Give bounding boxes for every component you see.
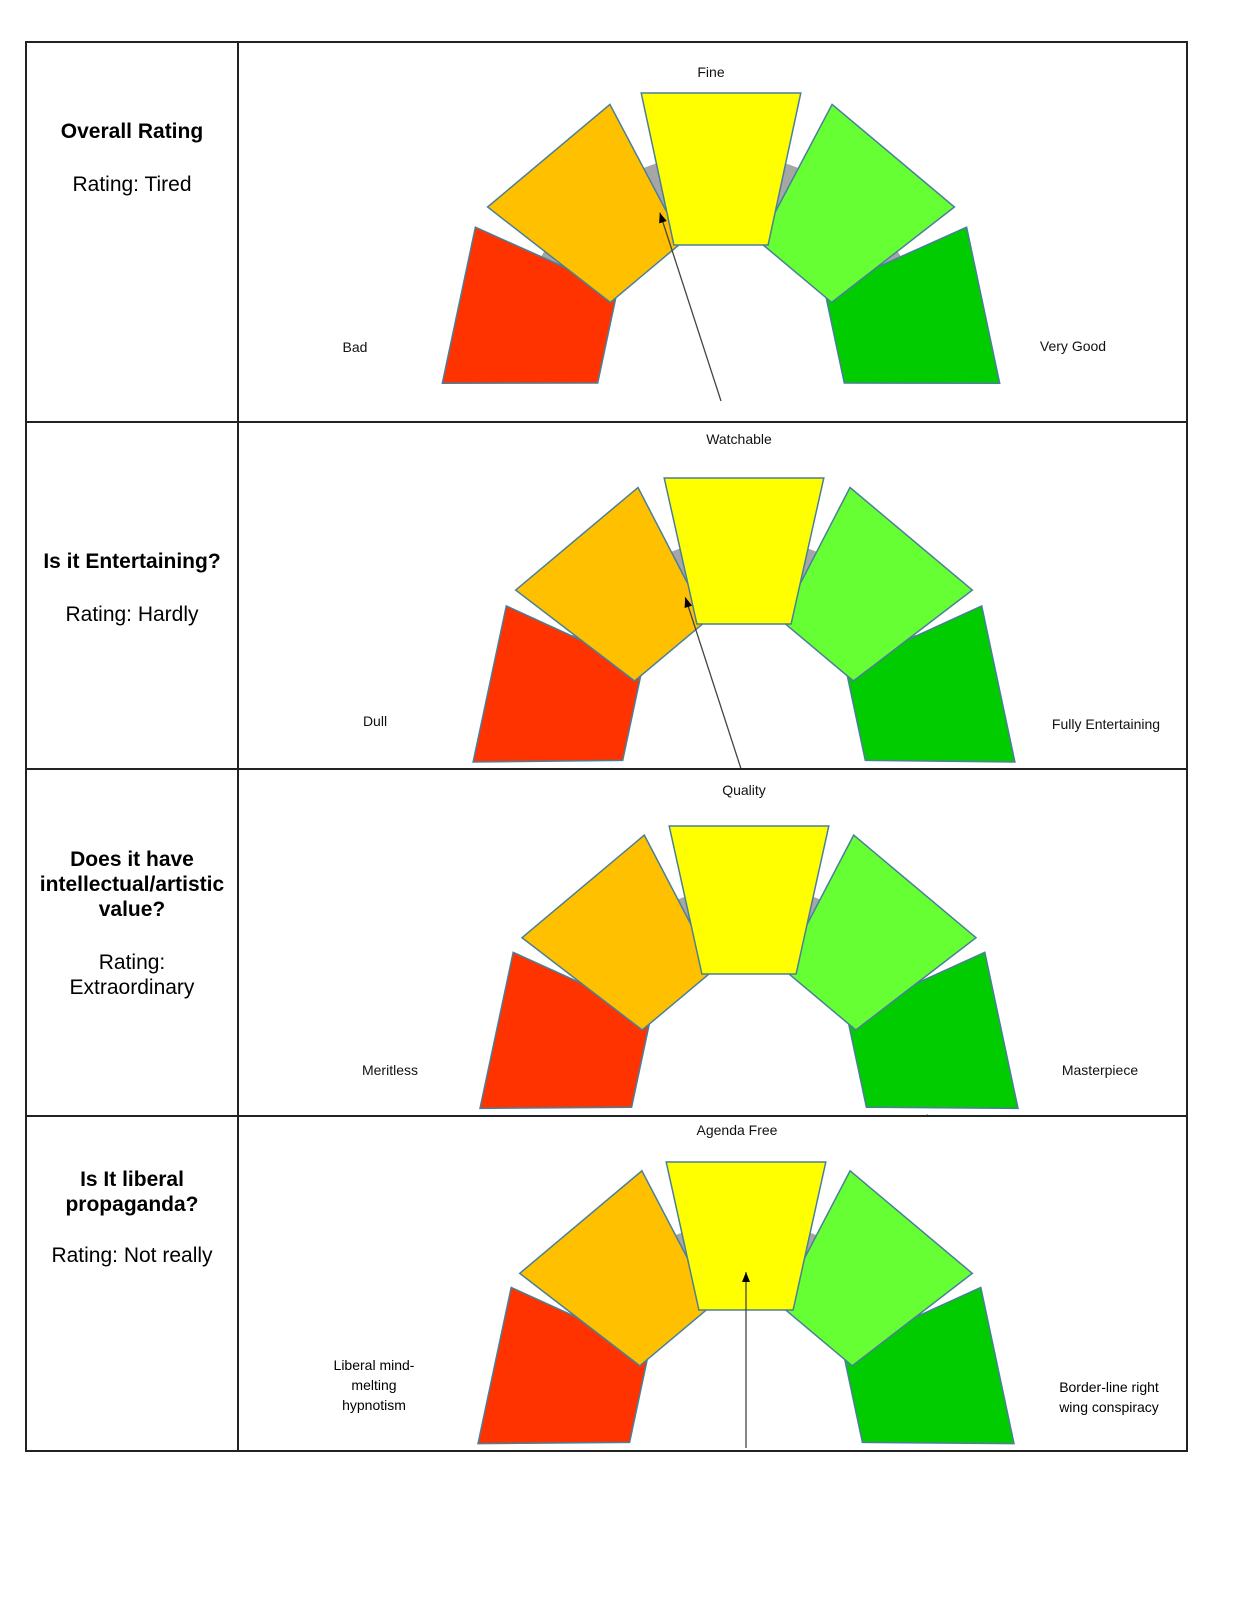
- gauge-left-label-box: Liberal mind-melting hypnotism: [333, 1357, 415, 1413]
- segment-yellow: [640, 92, 802, 246]
- gauge-left-label: Liberal mind-melting hypnotism: [333, 1357, 415, 1413]
- gauge-right-label: Masterpiece: [1062, 1062, 1138, 1078]
- question-cell: Is it Entertaining? Rating: Hardly: [27, 423, 239, 768]
- gauge-needle-arrowhead: [926, 1114, 929, 1115]
- gauge-needle: [659, 212, 722, 402]
- question-title: Does it have intellectual/artistic value…: [39, 848, 225, 921]
- gauge-right-label: Fully Entertaining: [1052, 716, 1160, 732]
- gauge-left-label: Bad: [343, 339, 368, 355]
- rating-text: Rating: Tired: [72, 173, 192, 196]
- gauge-top-label: Quality: [722, 782, 766, 798]
- gauge-needle-arrowhead: [684, 597, 693, 609]
- rating-row-overall: Overall Rating Rating: Tired Fine Bad Ve…: [27, 43, 1186, 423]
- gauge-needle-arrowhead: [742, 1272, 750, 1282]
- question-title: Is It liberal propaganda?: [65, 1168, 199, 1216]
- gauge-top-label: Agenda Free: [697, 1122, 778, 1138]
- segment-yellow: [663, 477, 825, 625]
- gauge-entertaining: Watchable Dull Fully Entertaining: [363, 431, 1160, 768]
- gauge-cell: Quality Meritless Masterpiece: [239, 770, 1186, 1115]
- segment-light-green: [780, 486, 974, 682]
- gauge-right-label: Border-line right wing conspiracy: [1059, 1379, 1159, 1415]
- gauge-needle-arrowhead: [659, 212, 667, 224]
- rating-table: Overall Rating Rating: Tired Fine Bad Ve…: [25, 41, 1188, 1452]
- gauge-top-label: Fine: [697, 64, 724, 80]
- rating-text: Rating: Extraordinary: [69, 951, 195, 999]
- rating-row-entertaining: Is it Entertaining? Rating: Hardly Watch…: [27, 423, 1186, 770]
- question-title: Overall Rating: [60, 120, 204, 143]
- gauge-cell: Fine Bad Very Good: [239, 43, 1186, 421]
- gauge-left-label: Meritless: [362, 1062, 418, 1078]
- gauge-right-label-box: Border-line right wing conspiracy: [1059, 1379, 1159, 1415]
- segment-yellow: [668, 825, 830, 975]
- question-cell: Is It liberal propaganda? Rating: Not re…: [27, 1117, 239, 1450]
- gauge-right-label: Very Good: [1040, 338, 1106, 354]
- rating-text: Rating: Hardly: [65, 603, 199, 626]
- segment-yellow: [665, 1161, 827, 1311]
- segment-light-green: [758, 103, 956, 304]
- gauge-top-label: Watchable: [706, 431, 772, 447]
- rating-row-propaganda: Is It liberal propaganda? Rating: Not re…: [27, 1117, 1186, 1450]
- gauge-propaganda: Agenda Free Liberal mind-melting hypnoti…: [333, 1122, 1159, 1448]
- gauge-left-label: Dull: [363, 713, 387, 729]
- gauge-cell: Watchable Dull Fully Entertaining: [239, 423, 1186, 768]
- rating-text: Rating: Not really: [51, 1244, 213, 1267]
- gauge-artistic-value: Quality Meritless Masterpiece: [362, 782, 1138, 1115]
- gauge-overall: Fine Bad Very Good: [343, 64, 1106, 402]
- gauge-needle: [684, 597, 742, 768]
- question-cell: Does it have intellectual/artistic value…: [27, 770, 239, 1115]
- question-title: Is it Entertaining?: [43, 550, 221, 573]
- question-cell: Overall Rating Rating: Tired: [27, 43, 239, 421]
- gauge-cell: Agenda Free Liberal mind-melting hypnoti…: [239, 1117, 1186, 1450]
- rating-row-artistic-value: Does it have intellectual/artistic value…: [27, 770, 1186, 1117]
